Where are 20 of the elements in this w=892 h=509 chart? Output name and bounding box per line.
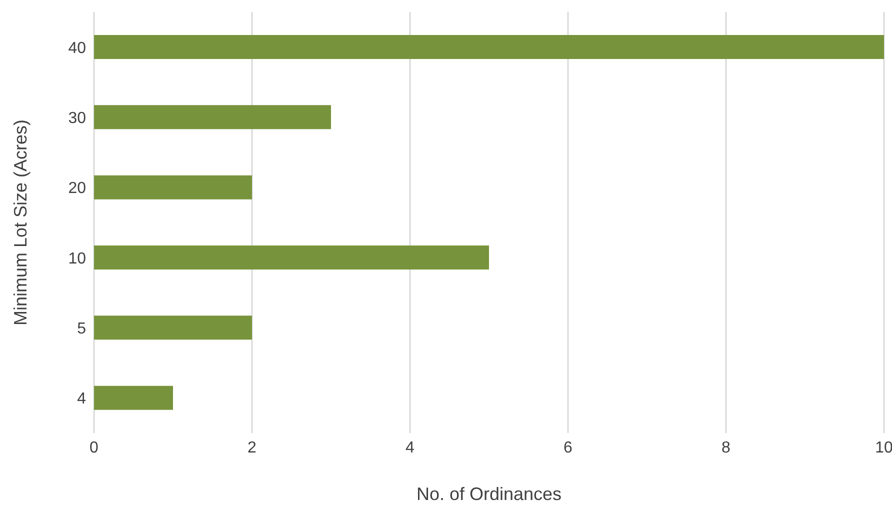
bar bbox=[94, 175, 252, 200]
x-tick-label: 6 bbox=[564, 439, 573, 456]
x-tick-label: 8 bbox=[722, 439, 731, 456]
y-tick-label: 30 bbox=[68, 110, 86, 127]
x-tick-label: 0 bbox=[90, 439, 99, 456]
y-tick-label: 5 bbox=[77, 320, 86, 338]
y-tick-label: 20 bbox=[68, 180, 86, 198]
y-tick-label: 10 bbox=[68, 250, 86, 268]
x-tick-label: 10 bbox=[875, 439, 892, 456]
x-tick-label: 4 bbox=[406, 439, 415, 456]
bar bbox=[94, 35, 884, 59]
bar bbox=[94, 316, 252, 340]
x-axis-title: No. of Ordinances bbox=[416, 484, 562, 504]
x-tick-label: 2 bbox=[248, 439, 257, 456]
bar bbox=[94, 386, 173, 410]
bar bbox=[94, 246, 489, 270]
y-axis-title: Minimum Lot Size (Acres) bbox=[10, 119, 30, 326]
bar bbox=[94, 105, 331, 130]
y-tick-label: 40 bbox=[68, 40, 86, 57]
y-tick-label: 4 bbox=[77, 390, 86, 408]
